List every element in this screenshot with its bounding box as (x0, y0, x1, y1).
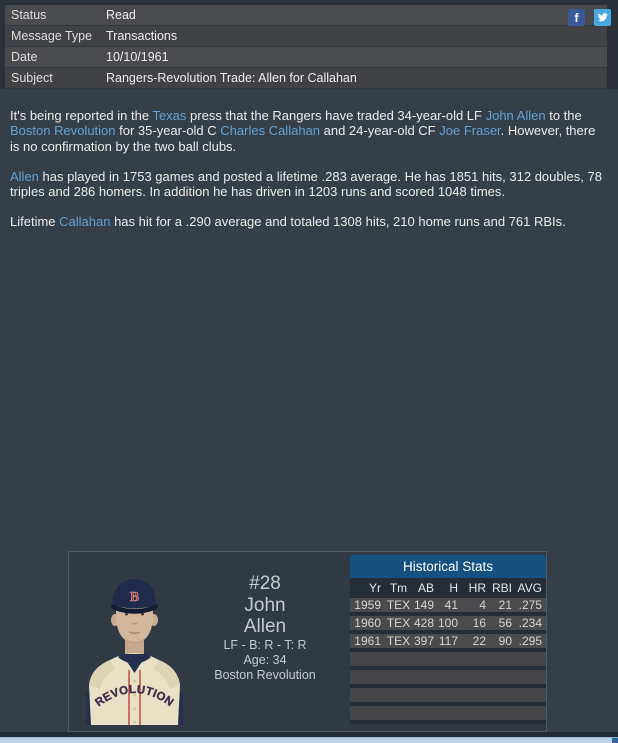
field-label: Status (11, 8, 47, 22)
entity-link[interactable]: Boston Revolution (10, 123, 116, 139)
stats-cell: 1961 (354, 634, 381, 648)
entity-link[interactable]: Texas (152, 108, 187, 123)
stats-row: 1959 TEX 149 41 4 21 .275 (350, 598, 546, 612)
stats-col-hr: HR (468, 581, 486, 595)
body-text: and 24-year-old CF (320, 123, 440, 139)
twitter-bird-icon (597, 12, 608, 23)
stats-cell: 90 (498, 634, 512, 648)
field-value: Read (106, 8, 136, 22)
message-paragraph: It's being reported in the Texas press t… (10, 108, 604, 154)
stats-cell: 16 (472, 616, 486, 630)
player-lastname: Allen (243, 616, 287, 637)
stats-cell: 56 (498, 616, 512, 630)
field-label: Message Type (11, 29, 93, 43)
stats-row-empty (350, 652, 546, 666)
body-text: It's being reported in the (10, 108, 153, 123)
stats-row-empty (350, 706, 546, 720)
entity-link[interactable]: Callahan (59, 214, 111, 230)
stats-cell: 100 (438, 616, 459, 630)
field-label: Subject (11, 71, 53, 85)
stats-row: 1960 TEX 428 100 16 56 .234 (350, 616, 546, 630)
body-text: has hit for a .290 average and totaled 1… (110, 214, 566, 230)
entity-link[interactable]: John Allen (485, 108, 546, 123)
window-bottom-edge (0, 732, 618, 737)
stats-cell: 397 (413, 634, 434, 648)
historical-stats-panel: Historical Stats Yr Tm AB H HR RBI AVG 1959 TEX… (350, 555, 546, 730)
player-portrait: REVOLUTION B (84, 565, 185, 725)
player-age: Age: 34 (243, 652, 287, 667)
stats-col-tm: Tm (389, 581, 408, 595)
header-row-date: Date 10/10/1961 (5, 47, 607, 68)
scrollbar-corner[interactable] (612, 738, 618, 743)
stats-cell: 4 (479, 598, 486, 612)
stats-col-avg: AVG (517, 581, 542, 595)
message-paragraph: Lifetime Callahan has hit for a .290 ave… (10, 214, 604, 229)
header-row-status: Status Read (5, 5, 607, 26)
stats-col-rbi: RBI (491, 581, 512, 595)
stats-cell: TEX (386, 598, 411, 612)
stats-row-empty (350, 670, 546, 684)
body-text: has played in 1753 games and posted a li… (10, 168, 602, 200)
header-row-subject: Subject Rangers-Revolution Trade: Allen f… (5, 68, 607, 89)
field-value: Transactions (106, 29, 178, 43)
body-text: for 35-year-old C (115, 123, 221, 139)
entity-link[interactable]: Allen (10, 168, 39, 184)
body-text: to the (545, 108, 582, 123)
stats-cell: .234 (518, 616, 542, 630)
stats-cell: 149 (413, 598, 434, 612)
message-header: Status Read Message Type Transactions Date 10… (0, 0, 618, 89)
cap-letter: B (130, 590, 139, 605)
body-text: Lifetime (10, 214, 60, 230)
twitter-share-button[interactable] (594, 9, 611, 26)
player-number: #28 (249, 573, 281, 594)
facebook-share-button[interactable]: f (568, 9, 585, 26)
stats-row: 1961 TEX 397 117 22 90 .295 (350, 634, 546, 648)
stats-cell: 21 (498, 598, 512, 612)
player-card: REVOLUTION B #28 John Allen LF - B: R - … (68, 551, 547, 732)
stats-cell: 428 (413, 616, 434, 630)
player-firstname: John (244, 594, 286, 616)
player-info: #28 John Allen LF - B: R - T: R Age: 34 … (181, 573, 349, 683)
stats-cell: 22 (472, 634, 486, 648)
field-value: 10/10/1961 (106, 50, 169, 64)
player-portrait-image: REVOLUTION B (86, 579, 183, 725)
player-position: LF - B: R - T: R (223, 637, 307, 652)
stats-cell: .275 (518, 598, 542, 612)
entity-link[interactable]: Charles Callahan (220, 123, 321, 139)
field-value: Rangers-Revolution Trade: Allen for Call… (106, 71, 357, 85)
stats-column-header: Yr Tm AB H HR RBI AVG (350, 578, 546, 598)
stats-panel-footer (350, 724, 546, 730)
header-row-message-type: Message Type Transactions (5, 26, 607, 47)
message-paragraph: Allen has played in 1753 games and poste… (10, 169, 604, 200)
stats-cell: .295 (518, 634, 542, 648)
entity-link[interactable]: Joe Fraser (439, 123, 501, 139)
stats-col-yr: Yr (369, 581, 381, 595)
stats-cell: 41 (444, 598, 458, 612)
player-team: Boston Revolution (214, 667, 316, 682)
stats-cell: TEX (386, 616, 411, 630)
stats-cell: TEX (386, 634, 411, 648)
stats-cell: 1959 (354, 598, 381, 612)
stats-col-h: H (449, 581, 458, 595)
message-body: It's being reported in the Texas press t… (10, 108, 604, 245)
body-text: press that the Rangers have traded 34-ye… (186, 108, 486, 123)
historical-stats-title: Historical Stats (350, 555, 546, 578)
share-buttons: f (568, 9, 611, 26)
body-text: . However, there is no confirmation by t… (10, 123, 596, 154)
stats-cell: 117 (438, 634, 458, 648)
field-label: Date (11, 50, 38, 64)
stats-cell: 1960 (354, 616, 381, 630)
stats-row-empty (350, 688, 546, 702)
stats-col-ab: AB (417, 581, 434, 595)
bottom-scrollbar[interactable] (0, 737, 618, 743)
